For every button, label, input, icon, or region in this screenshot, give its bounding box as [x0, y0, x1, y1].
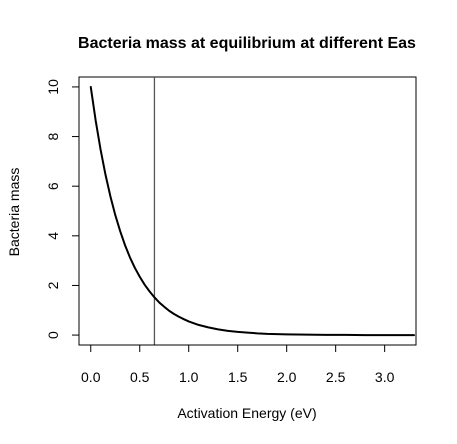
chart-title: Bacteria mass at equilibrium at differen… [78, 35, 416, 52]
series-line-0 [89, 85, 416, 337]
x-tick-label: 1.0 [179, 369, 199, 385]
y-tick-label: 2 [45, 281, 61, 289]
y-axis-label: Bacteria mass [6, 168, 22, 257]
y-tick-label: 0 [45, 331, 61, 339]
x-tick-label: 2.0 [277, 369, 297, 385]
x-axis-label: Activation Energy (eV) [177, 405, 316, 421]
x-tick-label: 1.5 [228, 369, 248, 385]
y-tick-label: 6 [45, 182, 61, 190]
x-tick-label: 2.5 [326, 369, 346, 385]
plot-frame [78, 76, 417, 346]
y-tick-label: 8 [45, 132, 61, 140]
x-tick-label: 0.5 [130, 369, 150, 385]
x-tick-label: 0.0 [81, 369, 101, 385]
x-tick-label: 3.0 [375, 369, 395, 385]
y-tick-label: 4 [45, 232, 61, 240]
y-tick-label: 10 [45, 79, 61, 95]
